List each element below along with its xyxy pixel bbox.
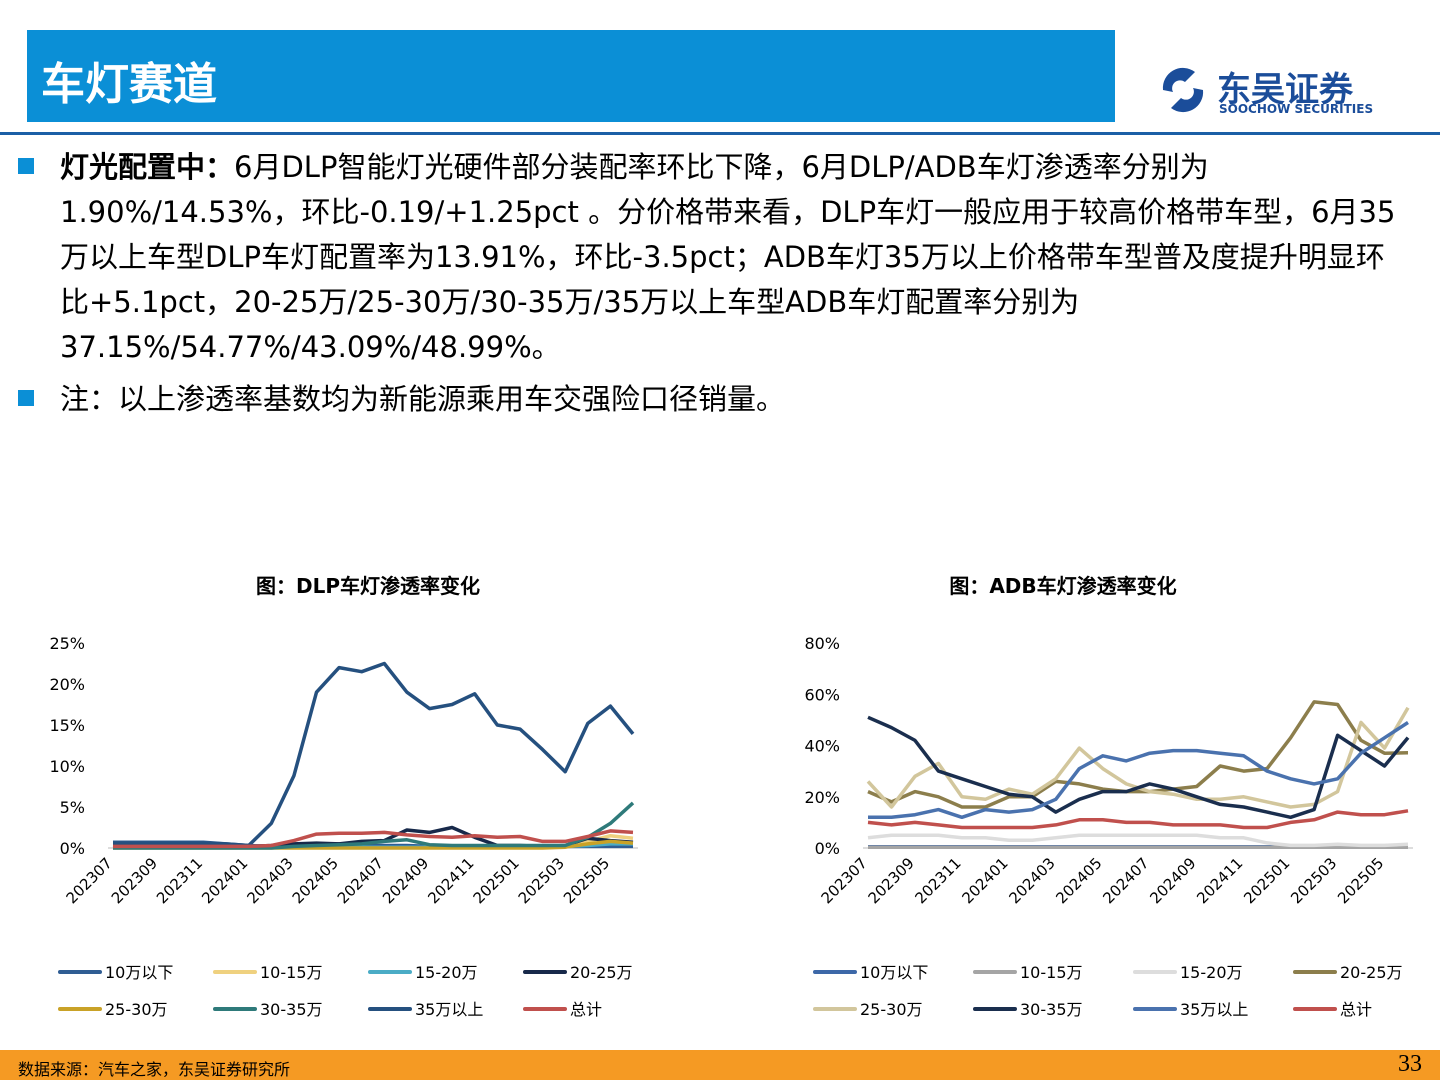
x-tick-label: 202405	[1052, 854, 1105, 907]
x-tick-label: 202311	[153, 854, 206, 907]
legend-label: 10-15万	[1020, 963, 1083, 982]
y-tick-label: 40%	[804, 737, 840, 756]
series-line	[113, 661, 635, 848]
page-number: 33	[1398, 1051, 1422, 1077]
y-tick-label: 25%	[49, 634, 85, 653]
x-tick-label: 202401	[958, 854, 1011, 907]
y-tick-label: 10%	[49, 757, 85, 776]
bullet-text: 6月DLP智能灯光硬件部分装配率环比下降，6月DLP/ADB车灯渗透率分别为1.…	[60, 150, 1396, 364]
x-tick-label: 202505	[1334, 854, 1387, 907]
legend-label: 10-15万	[260, 963, 323, 982]
y-tick-label: 20%	[49, 675, 85, 694]
y-tick-label: 5%	[60, 798, 85, 817]
logo-en: SOOCHOW SECURITIES	[1219, 102, 1374, 116]
x-tick-label: 202407	[334, 854, 387, 907]
y-tick-label: 15%	[49, 716, 85, 735]
legend-label: 25-30万	[105, 1000, 168, 1019]
logo-icon	[1162, 67, 1204, 113]
legend-label: 总计	[1340, 1000, 1372, 1019]
logo-cn: 东吴证券	[1217, 70, 1353, 110]
header-rule	[0, 132, 1440, 135]
header-bar: 车灯赛道	[27, 30, 1115, 122]
y-tick-label: 0%	[815, 839, 840, 858]
slide-title: 车灯赛道	[41, 59, 217, 110]
legend-label: 15-20万	[415, 963, 478, 982]
legend-label: 总计	[570, 1000, 602, 1019]
x-tick-label: 202411	[1193, 854, 1246, 907]
x-tick-label: 202307	[63, 854, 116, 907]
series-line	[868, 721, 1409, 820]
x-tick-label: 202309	[108, 854, 161, 907]
y-tick-label: 0%	[60, 839, 85, 858]
x-tick-label: 202503	[515, 854, 568, 907]
x-tick-label: 202501	[1240, 854, 1293, 907]
footer: 数据来源：汽车之家，东吴证券研究所 33	[0, 1050, 1440, 1080]
x-tick-label: 202405	[289, 854, 342, 907]
charts: 图：DLP车灯渗透率变化0%5%10%15%20%25%202307202309…	[49, 574, 1413, 1019]
chart-title: 图：ADB车灯渗透率变化	[949, 574, 1176, 598]
y-tick-label: 60%	[804, 685, 840, 704]
series-line	[113, 829, 634, 849]
series-line	[867, 833, 1409, 848]
legend-label: 20-25万	[1340, 963, 1403, 982]
x-tick-label: 202311	[912, 854, 965, 907]
bullet-text: 注：以上渗透率基数均为新能源乘用车交强险口径销量。	[60, 382, 786, 416]
source: 数据来源：汽车之家，东吴证券研究所	[18, 1060, 291, 1079]
x-tick-label: 202409	[379, 854, 432, 907]
x-tick-label: 202307	[818, 854, 871, 907]
x-tick-label: 202503	[1287, 854, 1340, 907]
x-tick-label: 202501	[470, 854, 523, 907]
x-tick-label: 202403	[243, 854, 296, 907]
legend-label: 35万以上	[415, 1000, 483, 1019]
bullet-marker	[18, 390, 34, 406]
x-tick-label: 202401	[198, 854, 251, 907]
bullet: 注：以上渗透率基数均为新能源乘用车交强险口径销量。	[60, 377, 1410, 422]
x-tick-label: 202403	[1005, 854, 1058, 907]
legend-label: 15-20万	[1180, 963, 1243, 982]
bullet: 灯光配置中：6月DLP智能灯光硬件部分装配率环比下降，6月DLP/ADB车灯渗透…	[60, 145, 1410, 370]
legend-label: 35万以上	[1180, 1000, 1248, 1019]
legend-label: 25-30万	[860, 1000, 923, 1019]
x-tick-label: 202411	[424, 854, 477, 907]
x-tick-label: 202505	[560, 854, 613, 907]
x-tick-label: 202309	[865, 854, 918, 907]
legend-label: 10万以下	[105, 963, 173, 982]
legend-label: 20-25万	[570, 963, 633, 982]
y-tick-label: 80%	[804, 634, 840, 653]
series-line	[867, 809, 1409, 830]
legend-label: 30-35万	[260, 1000, 323, 1019]
series-line	[867, 700, 1409, 809]
y-tick-label: 20%	[804, 788, 840, 807]
chart-title: 图：DLP车灯渗透率变化	[256, 574, 480, 598]
series-line	[867, 715, 1410, 820]
bullet-bold: 灯光配置中：	[60, 150, 235, 184]
bullet-marker	[18, 158, 34, 174]
x-tick-label: 202407	[1099, 854, 1152, 907]
legend-label: 30-35万	[1020, 1000, 1083, 1019]
x-tick-label: 202409	[1146, 854, 1199, 907]
legend-label: 10万以下	[860, 963, 928, 982]
